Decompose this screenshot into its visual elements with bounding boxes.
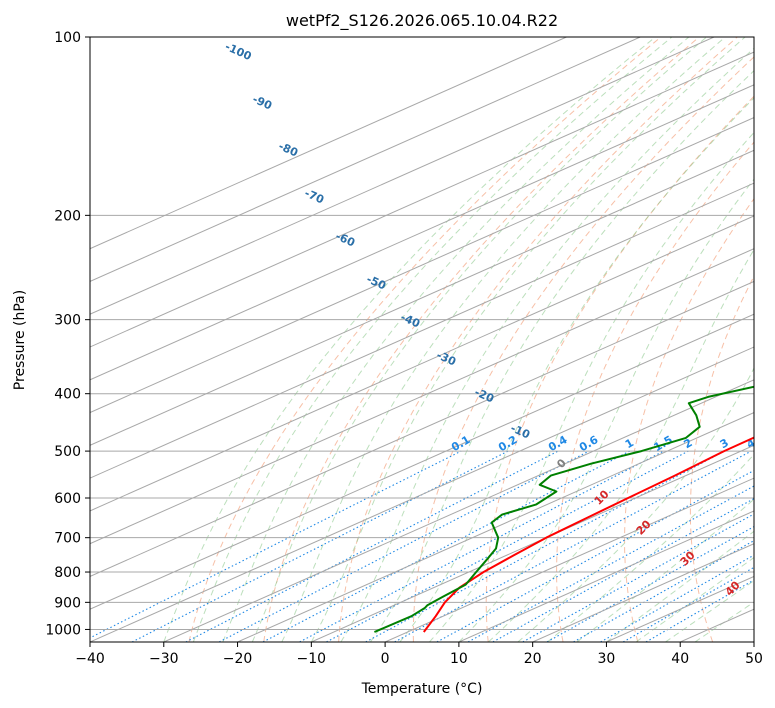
dry-adiabat-line — [338, 37, 738, 642]
mixing-ratio-line — [546, 525, 754, 642]
x-tick-label: 20 — [524, 651, 542, 667]
chart-title: wetPf2_S126.2026.065.10.04.R22 — [286, 11, 558, 31]
isotherm-line — [90, 215, 754, 512]
y-tick-label: 300 — [54, 313, 81, 329]
isotherm-line — [90, 248, 754, 545]
isotherm-line — [90, 346, 754, 642]
x-tick-label: −10 — [297, 651, 327, 667]
y-tick-label: 900 — [54, 595, 81, 611]
isotherm-line — [163, 379, 754, 642]
dry-adiabat-line — [263, 37, 700, 642]
plot-frame — [89, 36, 755, 643]
isotherm-line — [90, 280, 754, 577]
profile-series — [374, 385, 754, 633]
moist-adiabat-line — [488, 248, 754, 642]
moist-adiabat-line — [517, 367, 754, 642]
mixing-ratio-line — [218, 450, 590, 642]
moist-adiabat-line — [222, 37, 690, 642]
moist-adiabat-line — [340, 47, 754, 642]
isotherm-line — [237, 412, 754, 642]
moist-adiabat-line — [399, 97, 754, 642]
temperature-profile-line — [423, 436, 754, 633]
isotherm-line — [458, 510, 754, 642]
isobar-grid — [90, 37, 754, 630]
x-tick-label: 40 — [671, 651, 689, 667]
x-axis-ticks: −40 −30 −20 −10 0 10 20 30 40 50 — [75, 642, 763, 667]
mixing-ratio-line — [492, 497, 754, 642]
mixing-ratio-line — [90, 450, 462, 639]
isotherm-line — [90, 51, 754, 348]
mixing-ratio-line — [394, 450, 752, 642]
isotherm-line — [90, 37, 715, 315]
moist-adiabat-line — [606, 530, 754, 642]
moist-adiabat-line — [369, 70, 754, 642]
y-tick-label: 500 — [54, 444, 81, 460]
plot-area: -100-90-80-70-60-50-40-30-20-100.1 0.2 0.4… — [90, 37, 757, 642]
mixing-ratio-label: 4 — [744, 436, 757, 451]
isotherm-line — [90, 117, 754, 414]
isotherm-line — [90, 37, 567, 250]
x-tick-label: 50 — [745, 651, 763, 667]
moist-adiabat-line — [163, 37, 656, 642]
x-axis-label: Temperature (°C) — [361, 681, 483, 697]
isotherms — [90, 37, 754, 642]
y-tick-label: 600 — [54, 491, 81, 507]
dry-adiabat-line — [556, 141, 754, 642]
moist-adiabat-line — [281, 37, 726, 642]
isotherm-line — [384, 477, 754, 642]
y-tick-label: 800 — [54, 565, 81, 581]
mixing-ratio-line — [299, 450, 664, 642]
y-axis-ticks: 100 200 300 400 500 600 700 800 900 1000 — [45, 30, 90, 638]
isotherm-line — [90, 37, 641, 283]
isotherm-line — [90, 149, 754, 446]
isotherm-line — [90, 313, 754, 610]
dry-adiabat-line — [412, 56, 754, 642]
mixing-ratio-line — [436, 469, 754, 642]
y-tick-label: 100 — [54, 30, 81, 46]
x-tick-label: −40 — [75, 651, 105, 667]
x-tick-label: 0 — [381, 651, 390, 667]
moist-adiabat-line — [635, 556, 754, 642]
x-tick-label: −20 — [223, 651, 253, 667]
dewpoint-profile-line — [374, 385, 754, 633]
dry-adiabat-line — [188, 37, 662, 642]
moist-adiabat-line — [251, 37, 707, 642]
isotherm-line — [90, 182, 754, 479]
dry-adiabat-line — [624, 197, 754, 642]
x-tick-label: −30 — [149, 651, 179, 667]
x-tick-label: 10 — [450, 651, 468, 667]
moist-adiabat-line — [429, 131, 754, 642]
moist-adiabat-line — [665, 580, 754, 642]
y-tick-label: 1000 — [45, 622, 81, 638]
y-tick-label: 200 — [54, 208, 81, 224]
dry-adiabat-line — [485, 95, 754, 642]
isotherm-line — [90, 84, 754, 381]
moist-adiabat-line — [192, 37, 673, 642]
x-tick-label: 30 — [598, 651, 616, 667]
y-tick-label: 400 — [54, 387, 81, 403]
y-axis-label: Pressure (hPa) — [12, 290, 28, 390]
mixing-ratio-line — [131, 450, 509, 642]
moist-adiabat-line — [310, 37, 746, 642]
y-tick-label: 700 — [54, 531, 81, 547]
mixing-ratio-line — [522, 513, 754, 642]
